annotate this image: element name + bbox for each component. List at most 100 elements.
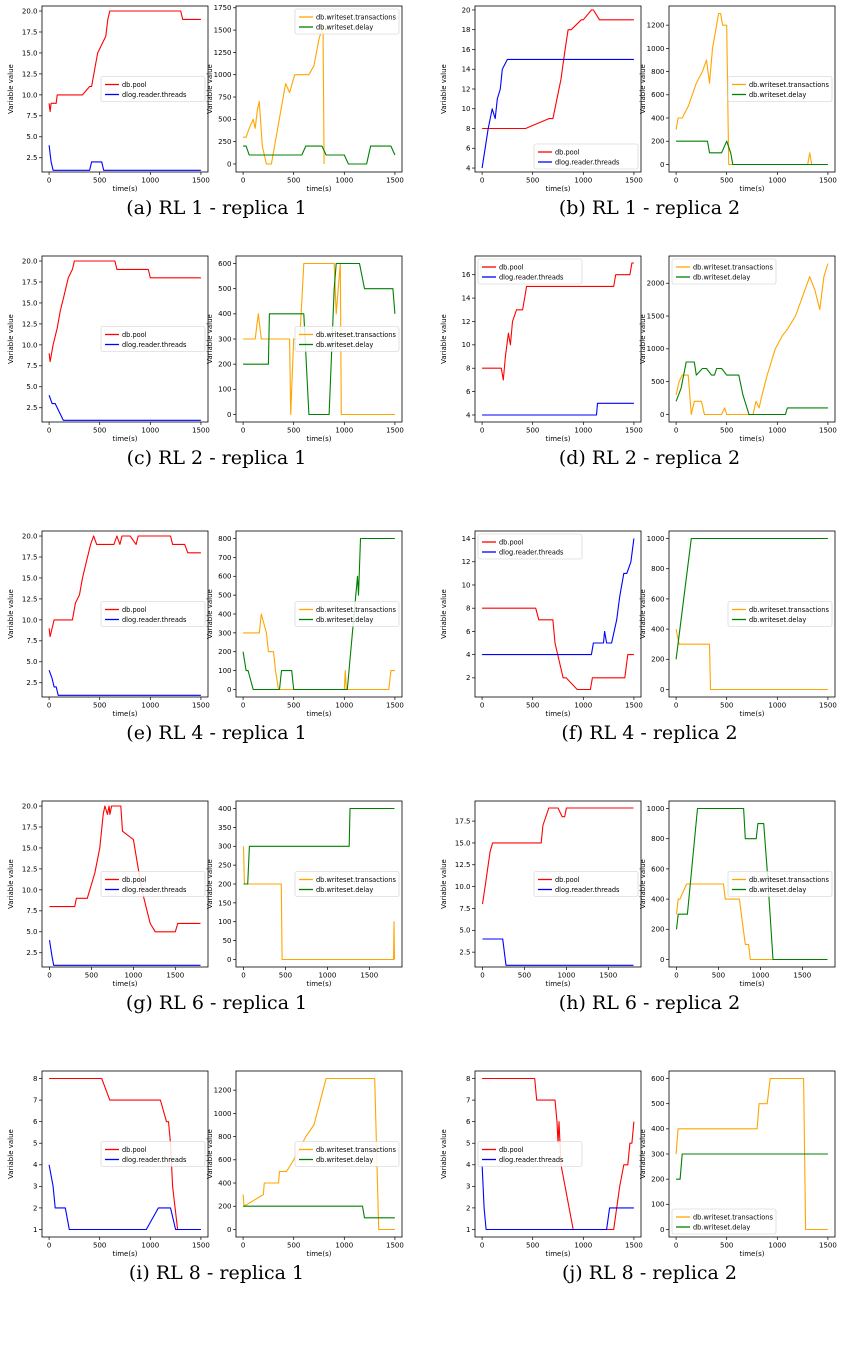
series-line-db-pool xyxy=(48,260,201,363)
x-tick-label: 1500 xyxy=(192,427,210,435)
legend-label: dlog.reader.threads xyxy=(122,886,187,894)
y-tick-label: 15.0 xyxy=(22,299,38,307)
legend-label: db.writeset.delay xyxy=(749,886,806,894)
legend: db.writeset.transactions db.writeset.dela… xyxy=(727,601,833,627)
x-tick-label: 500 xyxy=(526,177,539,185)
right-subplot: 0 500 1000 1500 0 100 200 300 400 500 600 time(s) Va… xyxy=(639,1070,837,1258)
y-tick-label: 1000 xyxy=(647,805,665,813)
subfigure-caption: (h) RL 6 - replica 2 xyxy=(558,992,741,1014)
right-subplot: 0 500 1000 1500 0 250 500 750 1000 1250 1500 1750 ti… xyxy=(206,4,404,193)
x-axis-label: time(s) xyxy=(113,435,138,443)
y-tick-label: 2 xyxy=(466,674,470,682)
y-tick-label: 20.0 xyxy=(22,7,38,15)
legend-label: db.pool xyxy=(122,331,147,339)
x-tick-label: 500 xyxy=(526,427,539,435)
x-tick-label: 1500 xyxy=(625,177,643,185)
right-subplot: 0 500 1000 1500 0 200 400 600 800 1000 1200 time(s)… xyxy=(639,5,837,193)
y-tick-label: 4 xyxy=(466,651,471,659)
y-tick-label: 3 xyxy=(466,1183,470,1191)
legend-label: db.writeset.delay xyxy=(693,1223,750,1231)
left-subplot: 0 500 1000 1500 2.5 5.0 7.5 10.0 12.5 15.0 17.5 20.… xyxy=(7,255,210,443)
y-tick-label: 1200 xyxy=(214,1087,232,1095)
y-tick-label: 1000 xyxy=(214,71,232,79)
y-tick-label: 0 xyxy=(227,411,231,419)
y-tick-label: 1 xyxy=(33,1226,37,1234)
y-axis-label: Variable value xyxy=(440,589,448,639)
legend: db.pool dlog.reader.threads xyxy=(477,1141,583,1167)
y-tick-label: 600 xyxy=(651,1075,664,1083)
y-axis-label: Variable value xyxy=(206,1129,214,1179)
y-tick-label: 18 xyxy=(462,26,471,34)
x-tick-label: 0 xyxy=(674,702,678,710)
right-subplot: 0 500 1000 150002004006008001000time(s)Vari… xyxy=(639,800,836,988)
y-tick-label: 5.0 xyxy=(26,928,37,936)
legend-label: db.writeset.delay xyxy=(316,341,373,349)
subfigure-plots: 0 500 1000 15002.55.07.510.012.515.017.520.… xyxy=(7,530,404,718)
x-tick-label: 0 xyxy=(241,427,245,435)
y-tick-label: 0 xyxy=(227,1226,231,1234)
y-tick-label: 7.5 xyxy=(26,907,37,915)
y-axis-label: Variable value xyxy=(639,859,647,909)
y-tick-label: 20 xyxy=(462,6,471,14)
legend-label: db.writeset.delay xyxy=(316,1156,373,1164)
axes-frame xyxy=(474,1070,642,1238)
subfigure-f: 0 500 1000 1500 2 4 6 8 10 12 14 time(s) Variable va… xyxy=(433,525,866,770)
left-subplot: 0 500 1000 1500 4 6 8 10 12 14 16 18 20 time(s) Variab… xyxy=(440,5,643,193)
x-tick-label: 500 xyxy=(287,427,300,435)
legend-label: db.writeset.delay xyxy=(693,273,750,281)
series-line-dlog-reader-threads xyxy=(48,145,201,171)
x-tick-label: 0 xyxy=(480,177,484,185)
legend-label: db.pool xyxy=(122,1146,147,1154)
y-tick-label: 200 xyxy=(651,926,664,934)
y-tick-label: 20.0 xyxy=(22,257,38,265)
x-tick-label: 500 xyxy=(287,1242,300,1250)
y-axis-label: Variable value xyxy=(639,64,647,114)
legend-label: db.writeset.transactions xyxy=(316,331,396,339)
legend-label: dlog.reader.threads xyxy=(499,1156,564,1164)
x-tick-label: 0 xyxy=(480,702,484,710)
y-axis-label: Variable value xyxy=(440,64,448,114)
y-tick-label: 12.5 xyxy=(22,320,38,328)
y-tick-label: 10.0 xyxy=(22,341,38,349)
series-line-db-pool xyxy=(48,10,201,113)
x-axis-label: time(s) xyxy=(113,710,138,718)
legend: db.pool dlog.reader.threads xyxy=(477,533,583,560)
x-tick-label: 0 xyxy=(480,972,484,980)
y-tick-label: 0 xyxy=(227,160,231,168)
y-axis-label: Variable value xyxy=(639,589,647,639)
y-axis-label: Variable value xyxy=(206,589,214,639)
series-line-db-pool xyxy=(48,535,201,638)
y-tick-label: 100 xyxy=(218,386,231,394)
series-line-db-pool xyxy=(482,9,634,130)
series-line-db-pool xyxy=(482,607,634,691)
series-line-db-writeset-delay xyxy=(243,1205,395,1219)
legend: db.pool dlog.reader.threads xyxy=(100,601,206,627)
x-tick-label: 1500 xyxy=(819,702,837,710)
x-tick-label: 1000 xyxy=(751,972,769,980)
subfigure-plots: 0 500 1000 15002.55.07.510.012.515.017.520.… xyxy=(7,800,403,988)
legend-label: db.writeset.transactions xyxy=(693,1213,773,1221)
x-tick-label: 1000 xyxy=(335,702,353,710)
x-tick-label: 0 xyxy=(47,177,51,185)
legend: db.writeset.transactions db.writeset.dela… xyxy=(727,76,833,102)
legend-label: db.pool xyxy=(122,876,147,884)
legend: db.pool dlog.reader.threads xyxy=(100,871,206,897)
series-line-db-writeset-delay xyxy=(242,537,395,691)
y-tick-label: 6 xyxy=(33,1118,38,1126)
x-tick-label: 500 xyxy=(712,972,725,980)
series-line-dlog-reader-threads xyxy=(48,395,201,421)
legend: db.pool dlog.reader.threads xyxy=(533,143,639,170)
legend: db.writeset.transactions db.writeset.dela… xyxy=(294,1141,400,1167)
right-subplot: 0 500 1000 1500 0 100 200 300 400 500 600 700 800 tim… xyxy=(206,530,404,718)
y-tick-label: 8 xyxy=(466,1075,470,1083)
series-line-dlog-reader-threads xyxy=(481,1164,634,1231)
legend-label: db.writeset.transactions xyxy=(749,606,829,614)
x-tick-label: 500 xyxy=(518,972,531,980)
x-tick-label: 1000 xyxy=(557,972,575,980)
x-axis-label: time(s) xyxy=(740,980,765,988)
x-tick-label: 1000 xyxy=(768,1242,786,1250)
series-line-db-writeset-delay xyxy=(675,361,828,416)
y-tick-label: 15.0 xyxy=(22,49,38,57)
x-tick-label: 1000 xyxy=(141,1242,159,1250)
